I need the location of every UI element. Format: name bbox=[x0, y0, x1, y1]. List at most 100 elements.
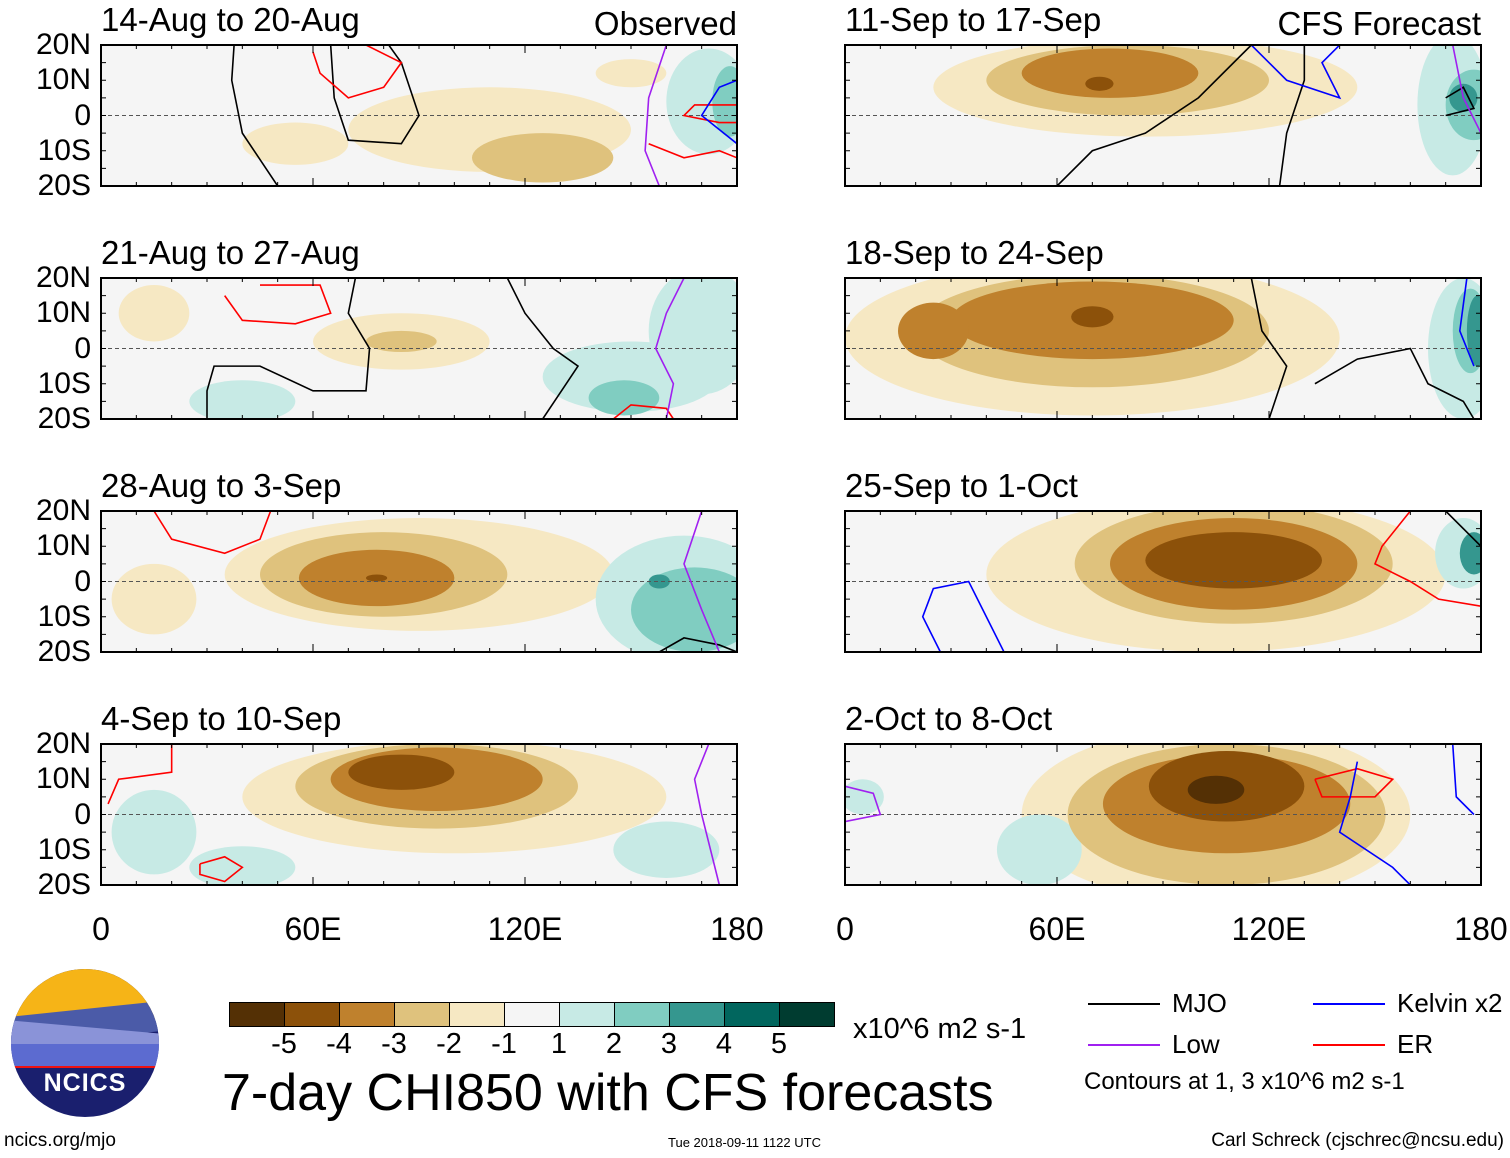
colorbar-label: 2 bbox=[605, 1028, 623, 1060]
map-panel: 25-Sep to 1-Oct bbox=[844, 467, 1482, 653]
colorbar-label: 3 bbox=[660, 1028, 678, 1060]
contour-er bbox=[199, 855, 244, 883]
map-plot bbox=[844, 510, 1482, 653]
legend-line bbox=[1313, 1043, 1385, 1046]
logo-text: NCICS bbox=[43, 1069, 127, 1097]
contour-kelvin bbox=[700, 79, 737, 145]
x-tick-label: 0 bbox=[836, 911, 854, 947]
map-plot bbox=[100, 277, 738, 420]
map-panel: 2-Oct to 8-Oct 0 60E 120E 180 bbox=[836, 700, 1508, 947]
anomaly-region bbox=[242, 122, 349, 165]
y-tick-label: 10S bbox=[37, 133, 91, 167]
colorbar-swatch bbox=[340, 1003, 395, 1026]
y-tick-label: 10S bbox=[37, 832, 91, 866]
x-tick-label: 180 bbox=[710, 911, 764, 947]
anomaly-region bbox=[595, 59, 667, 88]
ncics-logo: NCICS bbox=[11, 969, 159, 1117]
colorbar-label: -1 bbox=[491, 1028, 517, 1060]
map-plot bbox=[844, 277, 1482, 420]
anomaly-region bbox=[1145, 532, 1322, 589]
legend-line bbox=[1088, 1043, 1160, 1046]
contour-mjo bbox=[230, 45, 279, 186]
author: Carl Schreck (cjschrec@ncsu.edu) bbox=[1211, 1130, 1504, 1151]
figure-title: 7-day CHI850 with CFS forecasts bbox=[222, 1064, 994, 1122]
colorbar-swatch bbox=[230, 1003, 285, 1026]
y-tick-label: 20S bbox=[37, 635, 91, 668]
legend-item: Low bbox=[1088, 1029, 1220, 1060]
map-plot bbox=[844, 743, 1482, 886]
colorbar-units: x10^6 m2 s-1 bbox=[853, 1013, 1027, 1045]
contour-low bbox=[654, 278, 685, 419]
y-tick-label: 10N bbox=[35, 296, 91, 330]
contour-kelvin bbox=[1250, 45, 1342, 100]
panel-title: 25-Sep to 1-Oct bbox=[845, 467, 1078, 504]
contour-low bbox=[1451, 45, 1481, 134]
map-plot bbox=[100, 743, 738, 886]
contour-er bbox=[612, 404, 675, 419]
x-tick-label: 60E bbox=[284, 911, 342, 947]
panel-title: 18-Sep to 24-Sep bbox=[845, 234, 1104, 271]
y-tick-label: 20S bbox=[37, 169, 91, 202]
panel-title: 11-Sep to 17-Sep bbox=[845, 1, 1102, 38]
colorbar-swatch bbox=[615, 1003, 670, 1026]
contour-kelvin bbox=[1458, 278, 1475, 367]
contour-mjo bbox=[1250, 278, 1288, 419]
y-tick-label: 10N bbox=[35, 63, 91, 97]
anomaly-region bbox=[189, 846, 296, 885]
y-tick-label: 20N bbox=[35, 28, 91, 61]
map-plot bbox=[100, 44, 738, 187]
map-plot bbox=[100, 510, 738, 653]
colorbar-label: -3 bbox=[381, 1028, 407, 1060]
y-tick-label: 0 bbox=[74, 564, 91, 598]
colorbar-swatch bbox=[505, 1003, 560, 1026]
anomaly-region bbox=[613, 821, 720, 878]
map-panel: 14-Aug to 20-Aug Observed 20N 10N 0 10S 20S bbox=[36, 1, 738, 201]
map-panel: 4-Sep to 10-Sep 20N 10N 0 10S 20S 0 60E 120E 180 bbox=[36, 700, 764, 947]
y-tick-label: 10S bbox=[37, 366, 91, 400]
contour-mjo bbox=[206, 278, 371, 419]
y-tick-label: 20N bbox=[35, 727, 91, 760]
legend-item: ER bbox=[1313, 1029, 1433, 1060]
anomaly-region bbox=[712, 66, 737, 137]
anomaly-region bbox=[118, 285, 190, 342]
x-tick-label: 180 bbox=[1454, 911, 1508, 947]
y-tick-label: 20S bbox=[37, 402, 91, 435]
panel-label: Observed bbox=[593, 5, 737, 42]
panel-title: 4-Sep to 10-Sep bbox=[101, 700, 342, 737]
site-link[interactable]: ncics.org/mjo bbox=[4, 1130, 116, 1151]
legend-item: MJO bbox=[1088, 988, 1227, 1019]
legend-label: Kelvin x2 bbox=[1397, 988, 1503, 1018]
anomaly-region bbox=[111, 789, 197, 875]
contour-low bbox=[693, 744, 721, 885]
colorbar bbox=[229, 1002, 835, 1027]
colorbar-swatch bbox=[395, 1003, 450, 1026]
colorbar-swatch bbox=[450, 1003, 505, 1026]
anomaly-region bbox=[1187, 775, 1245, 804]
y-tick-label: 0 bbox=[74, 797, 91, 831]
y-tick-label: 20N bbox=[35, 494, 91, 527]
y-tick-label: 20S bbox=[37, 868, 91, 901]
contour-mjo bbox=[1445, 86, 1476, 117]
contour-er bbox=[1314, 767, 1395, 798]
y-tick-label: 20N bbox=[35, 261, 91, 294]
contour-kelvin bbox=[921, 580, 1005, 652]
contour-mjo bbox=[1056, 45, 1252, 186]
anomaly-region bbox=[898, 302, 969, 360]
x-tick-label: 120E bbox=[1231, 911, 1307, 947]
y-tick-label: 0 bbox=[74, 331, 91, 365]
contour-low bbox=[644, 45, 668, 186]
y-tick-label: 10N bbox=[35, 529, 91, 563]
contour-er bbox=[107, 744, 173, 805]
contour-mjo bbox=[1278, 45, 1306, 186]
legend-label: MJO bbox=[1172, 988, 1227, 1018]
contour-low bbox=[683, 511, 721, 652]
anomaly-region bbox=[111, 563, 197, 635]
contour-er bbox=[1373, 511, 1481, 607]
contour-mjo bbox=[1314, 347, 1475, 419]
colorbar-label: -4 bbox=[326, 1028, 352, 1060]
anomaly-region bbox=[1021, 48, 1199, 98]
anomaly-region bbox=[348, 754, 455, 790]
contour-mjo bbox=[658, 637, 737, 652]
contour-er bbox=[153, 511, 272, 555]
x-tick-label: 0 bbox=[92, 911, 110, 947]
